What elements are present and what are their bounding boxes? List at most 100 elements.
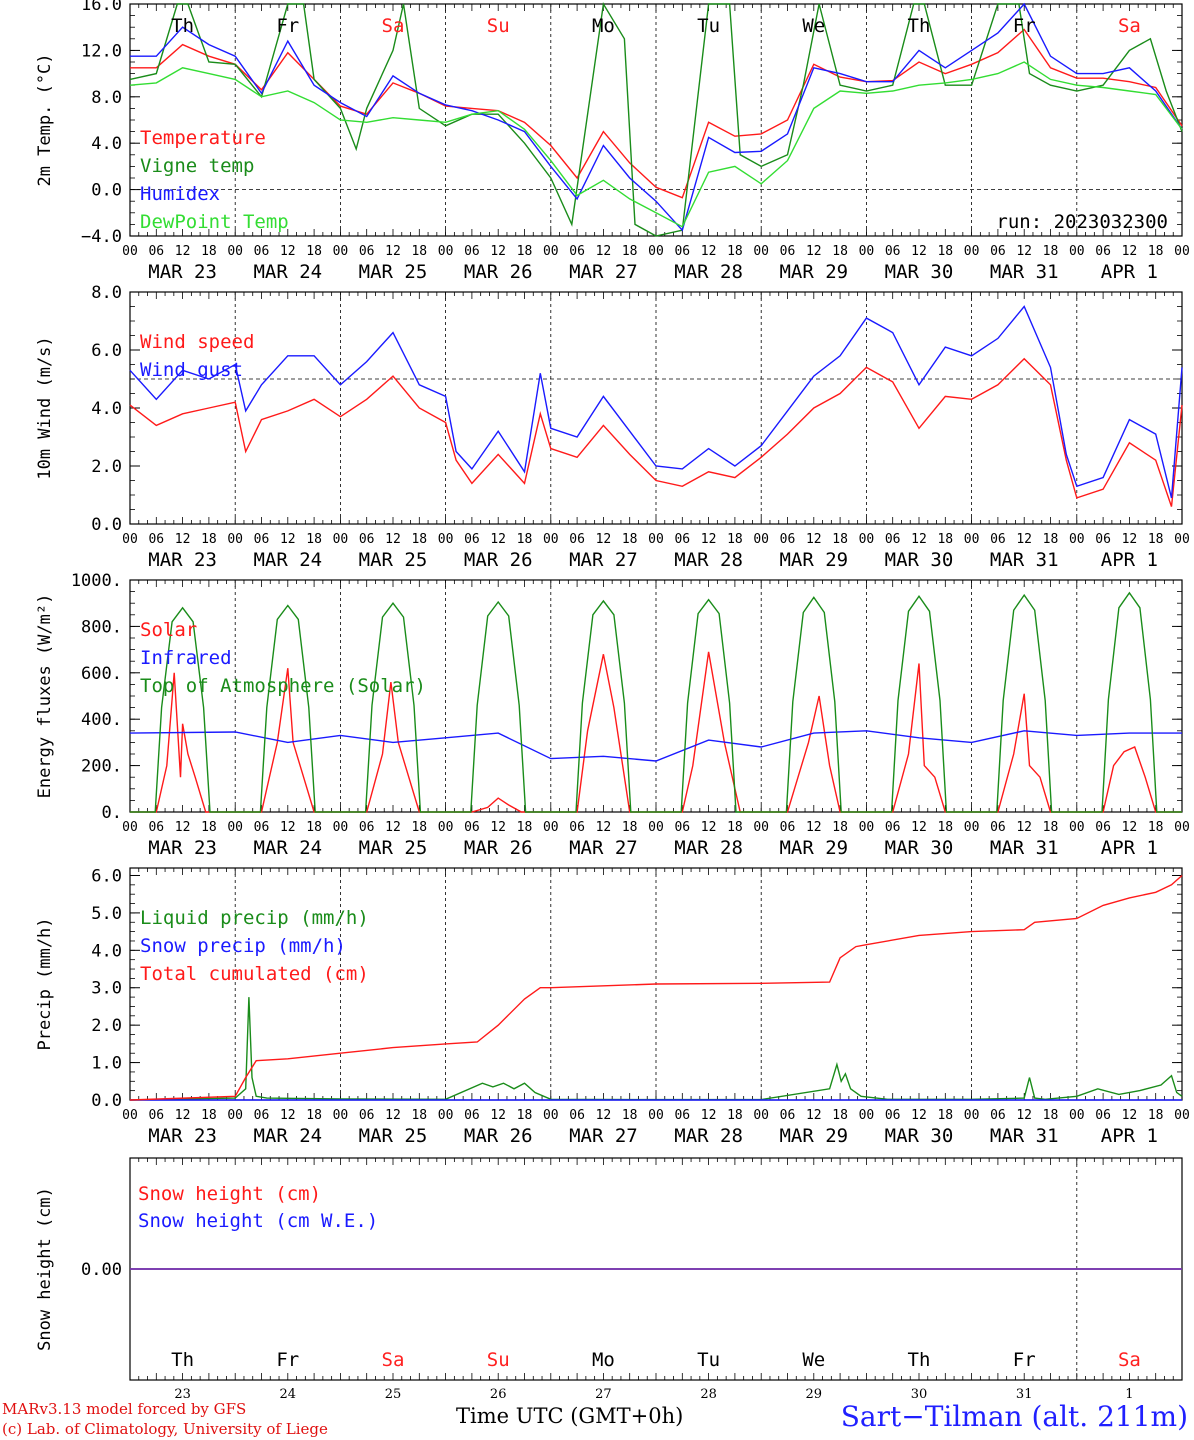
- hour-tick-label: 18: [201, 244, 217, 259]
- hour-tick-label: 18: [727, 244, 743, 259]
- hour-tick-label: 00: [1174, 820, 1190, 835]
- hour-tick-label: 12: [806, 820, 822, 835]
- hour-tick-label: 12: [385, 1108, 401, 1123]
- date-label: MAR 24: [253, 837, 322, 859]
- hour-tick-label: 06: [990, 532, 1006, 547]
- hour-tick-label: 18: [937, 244, 953, 259]
- weekday-label: Th: [171, 1349, 194, 1371]
- hour-tick-label: 18: [622, 820, 638, 835]
- hour-tick-label: 06: [990, 1108, 1006, 1123]
- lab-credit: (c) Lab. of Climatology, University of L…: [2, 1420, 328, 1438]
- hour-tick-label: 00: [753, 820, 769, 835]
- hour-tick-label: 12: [490, 532, 506, 547]
- date-label: MAR 25: [359, 261, 428, 283]
- date-label: MAR 25: [359, 549, 428, 571]
- hour-tick-label: 06: [674, 244, 690, 259]
- hour-tick-label: 00: [964, 820, 980, 835]
- hour-tick-label: 00: [122, 820, 138, 835]
- y-axis-label: Snow height (cm): [35, 1187, 55, 1351]
- hour-tick-label: 00: [753, 532, 769, 547]
- date-label: MAR 27: [569, 1125, 638, 1147]
- day-number-label: 26: [490, 1387, 507, 1402]
- weekday-label: Th: [908, 1349, 931, 1371]
- hour-tick-label: 00: [227, 532, 243, 547]
- hour-tick-label: 18: [1043, 820, 1059, 835]
- weekday-label: Fr: [1013, 1349, 1036, 1371]
- y-tick-label: 6.0: [91, 341, 122, 361]
- y-axis-label: Precip (mm/h): [35, 917, 55, 1050]
- hour-tick-label: 00: [122, 1108, 138, 1123]
- hour-tick-label: 00: [438, 820, 454, 835]
- hour-tick-label: 18: [411, 1108, 427, 1123]
- hour-tick-label: 00: [333, 820, 349, 835]
- date-label: MAR 29: [779, 837, 848, 859]
- y-tick-label: 600.: [81, 664, 122, 684]
- legend-entry: Wind speed: [140, 331, 254, 353]
- legend-entry: Infrared: [140, 647, 232, 669]
- hour-tick-label: 12: [596, 532, 612, 547]
- weekday-label: Mo: [592, 1349, 615, 1371]
- hour-tick-label: 18: [201, 1108, 217, 1123]
- hour-tick-label: 06: [359, 532, 375, 547]
- hour-tick-label: 06: [1095, 1108, 1111, 1123]
- hour-tick-label: 12: [1122, 1108, 1138, 1123]
- legend-entry: Liquid precip (mm/h): [140, 907, 369, 929]
- hour-tick-label: 00: [438, 1108, 454, 1123]
- legend-entry: Snow height (cm W.E.): [138, 1210, 378, 1232]
- series-line: [129, 730, 1182, 762]
- date-label: MAR 28: [674, 261, 743, 283]
- hour-tick-label: 18: [1148, 1108, 1164, 1123]
- hour-tick-label: 00: [543, 820, 559, 835]
- hour-tick-label: 18: [727, 532, 743, 547]
- hour-tick-label: 06: [254, 1108, 270, 1123]
- hour-tick-label: 18: [306, 1108, 322, 1123]
- hour-tick-label: 18: [1043, 532, 1059, 547]
- y-tick-label: −4.0: [81, 227, 122, 247]
- date-label: MAR 27: [569, 837, 638, 859]
- hour-tick-label: 00: [964, 1108, 980, 1123]
- hour-tick-label: 00: [964, 244, 980, 259]
- y-tick-label: 200.: [81, 757, 122, 777]
- weekday-label: Tu: [697, 1349, 720, 1371]
- day-number-label: 1: [1125, 1387, 1133, 1402]
- hour-tick-label: 00: [543, 244, 559, 259]
- hour-tick-label: 06: [359, 244, 375, 259]
- y-tick-label: 0.0: [91, 181, 122, 201]
- date-label: MAR 26: [464, 1125, 533, 1147]
- date-label: MAR 26: [464, 549, 533, 571]
- date-label: MAR 31: [990, 549, 1059, 571]
- y-axis-label: 2m Temp. (°C): [35, 53, 55, 186]
- legend-entry: Top of Atmosphere (Solar): [140, 675, 426, 697]
- day-number-label: 24: [280, 1387, 297, 1402]
- hour-tick-label: 00: [1069, 820, 1085, 835]
- day-number-label: 23: [174, 1387, 191, 1402]
- hour-tick-label: 06: [990, 244, 1006, 259]
- hour-tick-label: 00: [543, 532, 559, 547]
- series-line: [130, 591, 1182, 813]
- hour-tick-label: 12: [911, 1108, 927, 1123]
- y-tick-label: 3.0: [91, 979, 122, 999]
- date-label: MAR 23: [148, 1125, 217, 1147]
- date-label: MAR 24: [253, 549, 322, 571]
- legend-entry: Snow precip (mm/h): [140, 935, 346, 957]
- date-label: MAR 26: [464, 261, 533, 283]
- hour-tick-label: 00: [1069, 1108, 1085, 1123]
- hour-tick-label: 06: [569, 244, 585, 259]
- date-label: APR 1: [1101, 1125, 1158, 1147]
- date-label: MAR 30: [885, 261, 954, 283]
- y-tick-label: 8.0: [91, 88, 122, 108]
- hour-tick-label: 06: [359, 820, 375, 835]
- hour-tick-label: 00: [333, 1108, 349, 1123]
- hour-tick-label: 18: [411, 532, 427, 547]
- date-label: MAR 25: [359, 837, 428, 859]
- series-line: [129, 305, 1183, 499]
- weekday-label: Su: [487, 15, 510, 37]
- y-tick-label: 400.: [81, 710, 122, 730]
- hour-tick-label: 06: [885, 820, 901, 835]
- hour-tick-label: 06: [780, 244, 796, 259]
- hour-tick-label: 06: [1095, 532, 1111, 547]
- hour-tick-label: 12: [596, 244, 612, 259]
- hour-tick-label: 18: [832, 1108, 848, 1123]
- hour-tick-label: 12: [175, 1108, 191, 1123]
